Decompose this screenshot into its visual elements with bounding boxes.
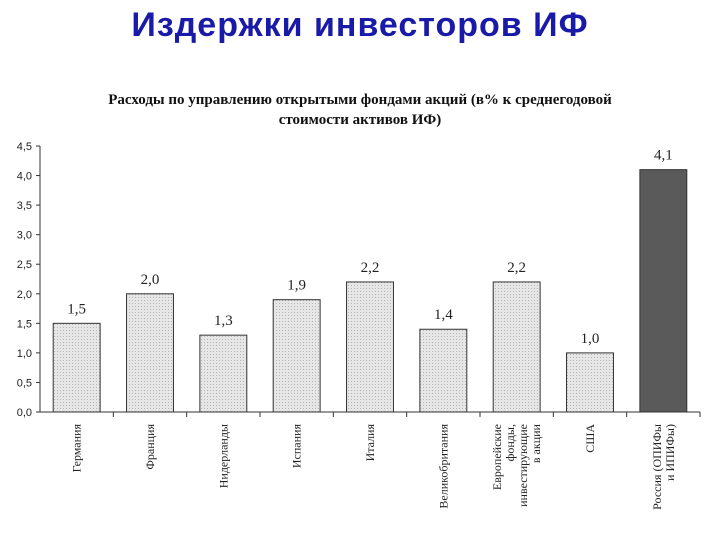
category-label: Италия (363, 424, 377, 462)
data-label: 1,3 (214, 313, 233, 329)
chart-title-line1: Расходы по управлению открытыми фондами … (108, 92, 612, 108)
category-label: в акции (529, 423, 543, 463)
data-label: 2,0 (141, 272, 160, 288)
y-tick-label: 3,5 (17, 200, 32, 212)
category-label: Великобритания (436, 424, 450, 509)
bar (199, 334, 248, 413)
slide-title: Издержки инвесторов ИФ (131, 6, 589, 44)
bar (492, 281, 541, 413)
bar (52, 322, 101, 413)
y-tick-label: 4,0 (17, 171, 32, 183)
data-label: 2,2 (361, 260, 380, 276)
y-tick-label: 0,5 (17, 377, 32, 389)
category-label: инвестирующие (516, 424, 530, 507)
category-label: Россия (ОПИФы (650, 424, 664, 510)
category-label: Германия (70, 424, 84, 473)
chart-title: Расходы по управлению открытыми фондами … (60, 90, 660, 130)
bar (419, 328, 468, 413)
bar (126, 293, 174, 413)
category-label: фонды, (503, 424, 517, 461)
chart-axes: 0,0 0,5 1,0 1,5 2,0 2,5 3,0 3,5 4,0 4,5 (17, 141, 701, 419)
category-label: и ИПИФы) (663, 424, 677, 481)
y-tick-label: 2,0 (17, 289, 32, 301)
data-label: 1,5 (67, 301, 86, 317)
bar (639, 169, 688, 413)
chart-title-line2: стоимости активов ИФ) (278, 112, 442, 128)
category-label: Европейские (490, 424, 504, 490)
category-label: США (583, 424, 597, 453)
chart-bars (52, 169, 688, 413)
data-label: 1,0 (581, 331, 600, 347)
data-label: 2,2 (507, 260, 526, 276)
y-tick-label: 1,0 (17, 348, 32, 360)
y-tick-label: 3,0 (17, 230, 32, 242)
category-label: Испания (290, 424, 304, 469)
data-label: 1,9 (287, 278, 306, 294)
y-tick-label: 2,5 (17, 259, 32, 271)
y-tick-label: 0,0 (17, 407, 32, 419)
y-tick-label: 1,5 (17, 318, 32, 330)
category-label: Нидерланды (216, 424, 230, 488)
bar (272, 299, 321, 413)
bar (346, 281, 394, 413)
chart-labels: 1,5 Германия 2,0 Франция 1,3 Нидерланды 1,9 Исп… (67, 148, 677, 510)
y-tick-label: 4,5 (17, 141, 32, 153)
data-label: 4,1 (654, 148, 673, 164)
data-label: 1,4 (434, 307, 453, 323)
category-label: Франция (143, 424, 157, 470)
bar (566, 352, 614, 413)
